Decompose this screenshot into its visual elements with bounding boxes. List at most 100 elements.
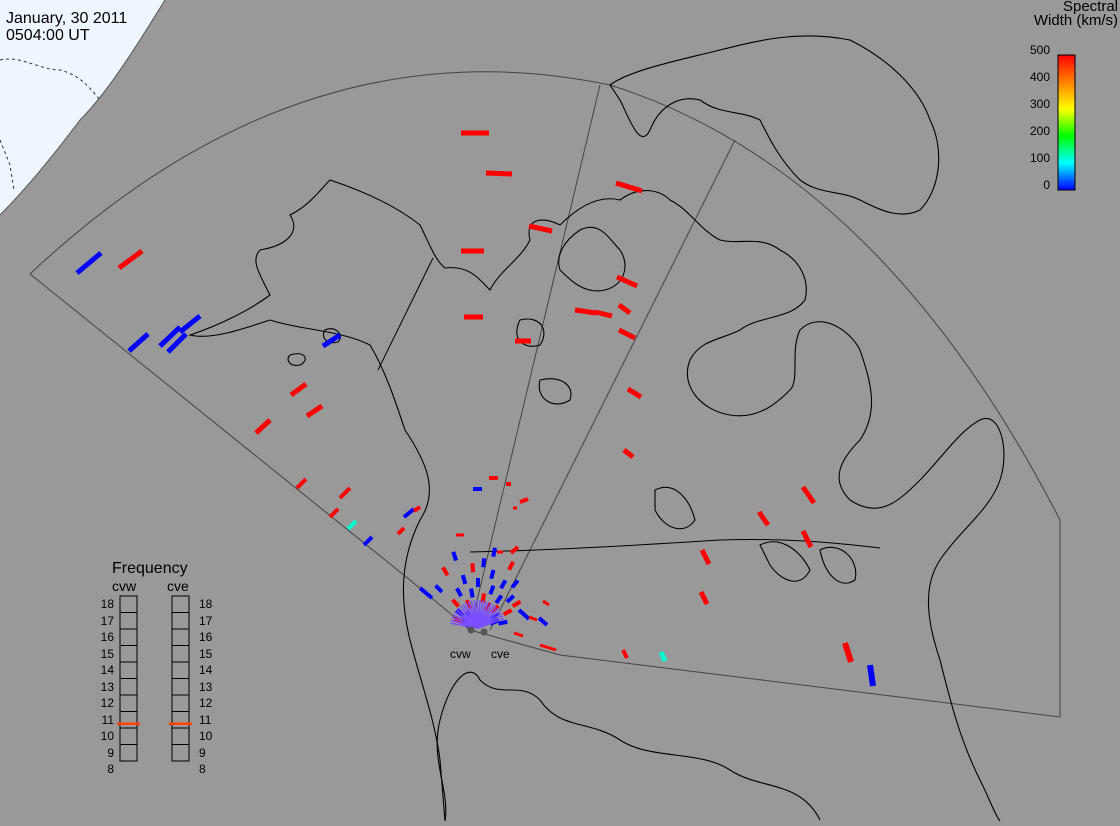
echo-cell — [117, 248, 144, 271]
frequency-tick-left: 11 — [101, 712, 114, 727]
frequency-tick-left: 14 — [100, 663, 114, 677]
echo-cell — [464, 599, 472, 610]
echo-cell — [418, 586, 434, 600]
echo-cell — [338, 486, 352, 500]
frequency-cell-cvw — [119, 595, 138, 613]
echo-cell — [402, 507, 416, 519]
echo-cell — [470, 563, 476, 573]
coastlines — [188, 35, 1005, 822]
date-label: January, 30 2011 — [6, 10, 128, 27]
echo-cell — [166, 332, 188, 354]
colorbar-tick-0: 0 — [1043, 178, 1050, 192]
echo-cell — [451, 598, 461, 608]
colorbar-title-line2: Width (km/s) — [1033, 12, 1118, 29]
frequency-tick-right: 10 — [199, 729, 213, 743]
frequency-cell-cvw — [119, 711, 138, 729]
echo-cell — [451, 551, 459, 562]
echo-cell — [485, 170, 513, 177]
echo-cell — [158, 325, 182, 348]
echo-cell — [488, 585, 496, 595]
echo-cell — [842, 642, 854, 663]
echo-cell — [499, 579, 508, 590]
echo-cell — [460, 574, 468, 585]
frequency-radar-cve: cve — [167, 578, 189, 594]
echo-cell — [346, 519, 358, 531]
echo-cell — [539, 643, 557, 652]
field-of-view — [29, 71, 1061, 718]
radar-site-cvw — [467, 626, 475, 634]
echo-cell — [528, 615, 538, 622]
echo-ray — [477, 617, 505, 629]
echo-cell — [537, 616, 549, 627]
frequency-tick-right: 16 — [199, 630, 213, 644]
colorbar-tick-400: 400 — [1029, 70, 1050, 84]
frequency-cell-cve — [171, 595, 190, 613]
echo-cell — [507, 560, 515, 571]
echo-cell — [542, 599, 550, 607]
echo-cell — [517, 608, 531, 621]
echo-cell — [362, 535, 374, 547]
colorbar-gradient — [1057, 54, 1076, 191]
frequency-tick-left: 18 — [100, 597, 114, 611]
frequency-cell-cvw — [119, 694, 138, 712]
echo-cell — [127, 332, 150, 353]
frequency-tick-right: 17 — [199, 613, 213, 628]
echo-cell — [574, 307, 597, 316]
frequency-cell-cve — [171, 744, 190, 762]
frequency-cell-cvw — [119, 744, 138, 762]
frequency-cell-cvw — [119, 678, 138, 696]
frequency-tick-right: 13 — [199, 679, 213, 694]
echo-cell — [699, 548, 712, 566]
frequency-boxes — [117, 595, 192, 762]
echo-cell — [594, 309, 613, 319]
echo-cell — [658, 650, 668, 663]
frequency-cell-cve — [171, 694, 190, 712]
colorbar-tick-300: 300 — [1029, 97, 1050, 111]
echo-cell — [396, 526, 406, 536]
colorbar-tick-500: 500 — [1029, 43, 1050, 57]
echo-cell — [490, 604, 500, 614]
echo-cell — [800, 485, 817, 505]
echo-cell — [528, 223, 553, 234]
frequency-cell-cve — [171, 711, 190, 729]
echo-cell — [494, 594, 504, 605]
political-boundaries — [377, 257, 881, 553]
echo-cell — [513, 631, 524, 638]
frequency-tick-left: 12 — [100, 696, 114, 710]
echo-cell — [455, 587, 463, 598]
echo-cell — [511, 599, 522, 608]
colorbar — [1057, 54, 1076, 191]
echo-cell — [519, 497, 529, 504]
frequency-tick-right: 14 — [199, 663, 213, 677]
echo-cell — [622, 448, 635, 459]
echo-cell — [75, 251, 103, 275]
frequency-cell-cvw — [119, 612, 138, 630]
frequency-tick-left: 10 — [100, 729, 114, 743]
radar-echoes — [75, 130, 876, 687]
frequency-tick-left: 17 — [100, 613, 114, 628]
frequency-cell-cvw — [119, 727, 138, 745]
echo-cell — [254, 418, 272, 435]
echo-cell — [509, 545, 520, 555]
radar-label-cve: cve — [491, 647, 510, 661]
radar-site-cve — [480, 628, 488, 636]
frequency-cell-cvw — [119, 661, 138, 679]
echo-cell — [491, 547, 497, 558]
echo-cell — [617, 302, 632, 316]
echo-cell — [617, 327, 637, 341]
echo-cell — [800, 529, 814, 549]
echo-cell — [615, 180, 643, 194]
echo-cell — [489, 612, 500, 621]
echo-cell — [434, 584, 444, 594]
frequency-tick-left: 16 — [100, 630, 114, 644]
colorbar-title-line1: Spectral — [1062, 0, 1118, 15]
frequency-cell-cve — [171, 628, 190, 646]
echo-cell — [321, 332, 342, 349]
colorbar-tick-100: 100 — [1029, 151, 1050, 165]
echo-cell — [489, 569, 496, 580]
daylight-coast — [0, 58, 101, 191]
frequency-title: Frequency — [112, 560, 188, 577]
frequency-tick-left: 8 — [107, 762, 114, 776]
frequency-tick-right: 18 — [199, 597, 213, 611]
